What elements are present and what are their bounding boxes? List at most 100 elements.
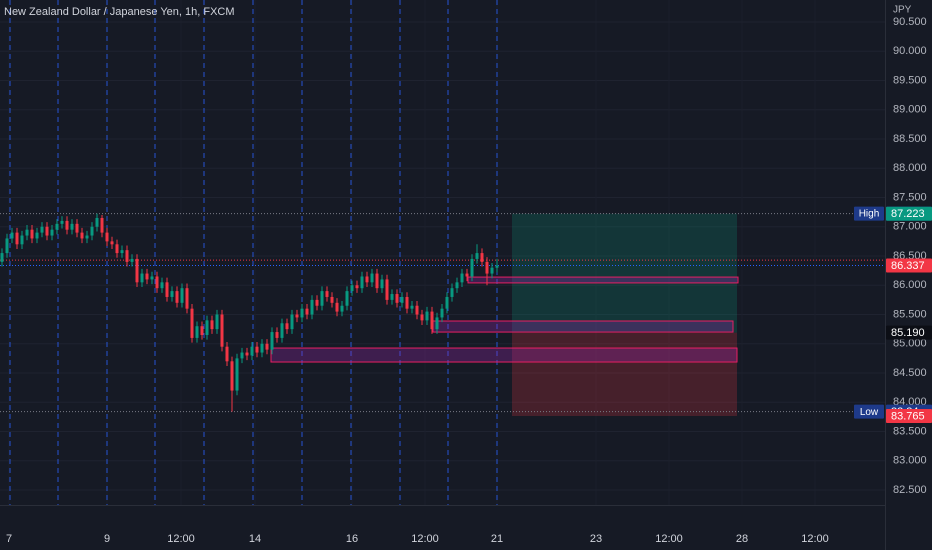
- candle-body: [50, 229, 54, 236]
- candle-body: [480, 253, 484, 262]
- candle-body: [360, 276, 364, 289]
- candle-body: [260, 343, 264, 353]
- candle-body: [430, 311, 434, 330]
- y-tick-label: 89.000: [893, 104, 927, 116]
- candle-body: [20, 235, 24, 245]
- candle-body: [350, 285, 354, 292]
- candle-body: [10, 232, 14, 239]
- candle-body: [305, 308, 309, 315]
- candle-body: [345, 291, 349, 306]
- candle-body: [75, 223, 79, 233]
- y-tick-label: 88.500: [893, 133, 927, 145]
- candle-body: [0, 253, 4, 262]
- target-zone: [512, 213, 737, 333]
- candle-body: [240, 352, 244, 359]
- candle-body: [140, 273, 144, 283]
- y-tick-label: 90.000: [893, 45, 927, 57]
- candle-body: [235, 358, 239, 391]
- order-block: [432, 320, 734, 333]
- order-block: [467, 276, 739, 284]
- candle-body: [365, 276, 369, 283]
- x-tick-label: 12:00: [411, 533, 439, 545]
- candle-body: [230, 361, 234, 391]
- candle-body: [400, 296, 404, 303]
- price-badge: [886, 206, 932, 221]
- candle-body: [290, 314, 294, 330]
- candle-body: [455, 282, 459, 289]
- x-tick-label: 14: [249, 533, 261, 545]
- candle-body: [150, 276, 154, 280]
- x-tick-label: 28: [736, 533, 748, 545]
- candle-body: [460, 273, 464, 283]
- price-badge-label: 85.190: [891, 327, 925, 339]
- candle-body: [70, 223, 74, 230]
- candle-body: [440, 308, 444, 318]
- candle-body: [435, 317, 439, 330]
- candle-body: [35, 232, 39, 239]
- candle-body: [380, 279, 384, 289]
- y-tick-label: 90.500: [893, 16, 927, 28]
- candle-body: [390, 294, 394, 300]
- candle-body: [200, 326, 204, 335]
- candle-body: [300, 308, 304, 318]
- candle-body: [265, 343, 269, 350]
- candle-body: [135, 258, 139, 283]
- candle-body: [340, 305, 344, 312]
- x-tick-label: 21: [491, 533, 503, 545]
- y-tick-label: 83.000: [893, 455, 927, 467]
- candle-body: [310, 299, 314, 315]
- candle-body: [145, 273, 149, 280]
- candle-body: [65, 220, 69, 230]
- candle-body: [110, 241, 114, 245]
- candle-body: [255, 346, 259, 353]
- axis: 82.50083.00083.50084.00084.50085.00085.5…: [6, 16, 932, 545]
- x-tick-label: 7: [6, 533, 12, 545]
- currency-label: JPY: [893, 5, 912, 16]
- candle-body: [60, 220, 64, 224]
- candle-body: [5, 238, 9, 254]
- candle-body: [490, 267, 494, 274]
- grid: [0, 0, 885, 505]
- candle-body: [160, 282, 164, 289]
- candle-body: [245, 352, 249, 356]
- candle-body: [425, 311, 429, 321]
- candle-body: [95, 217, 99, 227]
- x-tick-label: 23: [590, 533, 602, 545]
- candle-body: [15, 232, 19, 245]
- candle-body: [205, 320, 209, 335]
- candle-body: [395, 294, 399, 303]
- price-badge: [886, 409, 932, 424]
- price-badge-label: 83.765: [891, 410, 925, 422]
- candle-body: [225, 346, 229, 362]
- y-tick-label: 85.500: [893, 308, 927, 320]
- candle-body: [90, 226, 94, 236]
- candle-body: [125, 250, 129, 262]
- candle-body: [30, 229, 34, 239]
- candle-body: [130, 258, 134, 262]
- candle-body: [370, 273, 374, 283]
- candle-body: [220, 314, 224, 347]
- candle-body: [25, 229, 29, 236]
- candle-body: [80, 232, 84, 239]
- candle-body: [115, 244, 119, 254]
- x-tick-label: 12:00: [167, 533, 195, 545]
- order-block: [270, 347, 738, 363]
- candle-body: [285, 323, 289, 330]
- candle-body: [55, 223, 59, 230]
- candle-body: [180, 288, 184, 303]
- candle-body: [270, 332, 274, 350]
- price-badge: [886, 258, 932, 273]
- candle-body: [415, 305, 419, 315]
- stop-zone: [512, 332, 737, 417]
- candle-body: [210, 320, 214, 330]
- candle-body: [120, 250, 124, 254]
- chart-title: New Zealand Dollar / Japanese Yen, 1h, F…: [4, 6, 235, 18]
- x-tick-label: 9: [104, 533, 110, 545]
- price-tag-label: Low: [860, 407, 879, 418]
- candle-body: [170, 291, 174, 297]
- price-badge-label: 86.337: [891, 260, 925, 272]
- candle-body: [405, 296, 409, 309]
- x-tick-label: 16: [346, 533, 358, 545]
- price-tag-label: High: [859, 209, 880, 220]
